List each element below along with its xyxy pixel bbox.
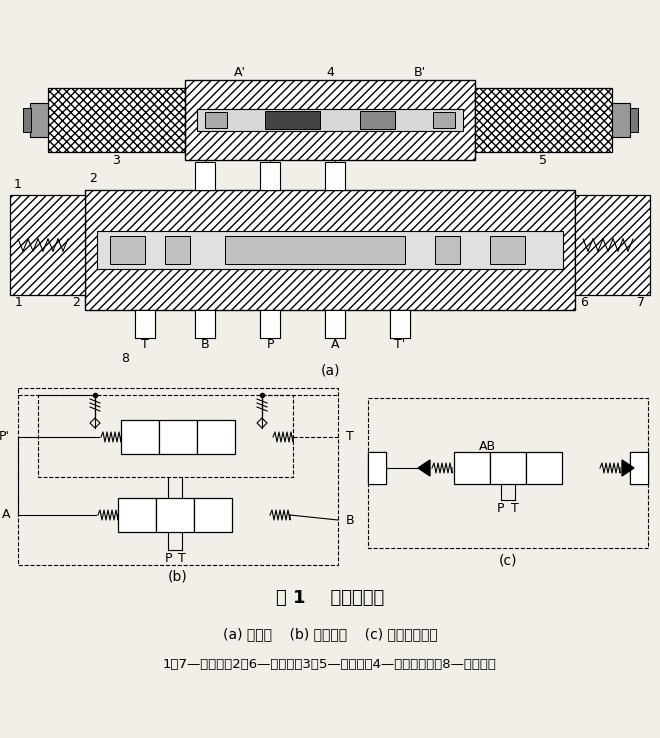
Bar — [490, 452, 526, 484]
Polygon shape — [622, 460, 634, 476]
Bar — [490, 236, 525, 264]
Bar — [156, 498, 194, 532]
Text: P: P — [497, 502, 505, 514]
Bar — [85, 190, 575, 310]
Bar — [260, 310, 280, 338]
Text: 6: 6 — [580, 297, 588, 309]
Bar — [159, 420, 197, 454]
Text: (b): (b) — [168, 570, 188, 584]
Bar — [23, 108, 31, 132]
Bar — [630, 108, 638, 132]
Bar — [205, 112, 227, 128]
Text: AB: AB — [478, 440, 496, 452]
Text: P: P — [164, 551, 172, 565]
Text: 图 1    电液换向阀: 图 1 电液换向阀 — [276, 589, 384, 607]
Bar — [10, 195, 85, 295]
Bar — [454, 452, 490, 484]
Text: 2: 2 — [89, 171, 97, 184]
Bar — [433, 112, 455, 128]
Bar — [390, 310, 410, 338]
Text: T: T — [178, 551, 186, 565]
Bar — [368, 452, 386, 484]
Bar — [526, 452, 562, 484]
Bar — [197, 109, 463, 131]
Bar — [110, 236, 145, 264]
Polygon shape — [630, 452, 648, 484]
Text: A: A — [1, 508, 10, 522]
Text: 7: 7 — [637, 297, 645, 309]
Text: T: T — [346, 430, 354, 444]
Text: B: B — [201, 339, 209, 351]
Bar — [260, 162, 280, 190]
Bar — [48, 88, 185, 152]
Bar — [118, 498, 156, 532]
Bar — [360, 111, 395, 129]
Bar — [97, 231, 563, 269]
Text: P: P — [266, 339, 274, 351]
Text: (a): (a) — [320, 363, 340, 377]
Text: T': T' — [395, 339, 406, 351]
Text: B': B' — [414, 66, 426, 78]
Text: T: T — [141, 339, 149, 351]
Text: 2: 2 — [72, 297, 80, 309]
Bar — [368, 398, 648, 548]
Bar — [197, 420, 235, 454]
Text: P': P' — [0, 430, 10, 444]
Bar — [475, 88, 612, 152]
Bar — [325, 310, 345, 338]
Text: B: B — [346, 514, 354, 526]
Bar — [121, 420, 159, 454]
Bar — [135, 310, 155, 338]
Text: 1: 1 — [15, 297, 23, 309]
Polygon shape — [418, 460, 430, 476]
Bar — [630, 452, 648, 484]
Text: (c): (c) — [499, 553, 517, 567]
Text: 1、7—单向阀；2、6—节流阀；3、5—电磁铁；4—电磁阀阀芯；8—主阀阀芯: 1、7—单向阀；2、6—节流阀；3、5—电磁铁；4—电磁阀阀芯；8—主阀阀芯 — [163, 658, 497, 672]
Bar — [225, 236, 405, 264]
Bar — [30, 103, 48, 137]
Bar — [18, 388, 338, 565]
Text: 5: 5 — [539, 154, 547, 167]
Text: 8: 8 — [121, 351, 129, 365]
Bar — [435, 236, 460, 264]
Bar — [195, 162, 215, 190]
Bar — [165, 236, 190, 264]
Text: A': A' — [234, 66, 246, 78]
Text: 3: 3 — [112, 154, 120, 167]
Bar — [195, 310, 215, 338]
Polygon shape — [368, 452, 386, 484]
Text: A: A — [331, 339, 339, 351]
Text: (a) 结构图    (b) 职能符号    (c) 简化职能符号: (a) 结构图 (b) 职能符号 (c) 简化职能符号 — [222, 627, 438, 641]
Bar — [265, 111, 320, 129]
Bar — [38, 395, 293, 477]
Bar — [612, 103, 630, 137]
Bar — [185, 80, 475, 160]
Bar — [194, 498, 232, 532]
Text: T: T — [511, 502, 519, 514]
Text: 1: 1 — [14, 179, 22, 191]
Bar — [325, 162, 345, 190]
Text: 4: 4 — [326, 66, 334, 78]
Bar — [575, 195, 650, 295]
